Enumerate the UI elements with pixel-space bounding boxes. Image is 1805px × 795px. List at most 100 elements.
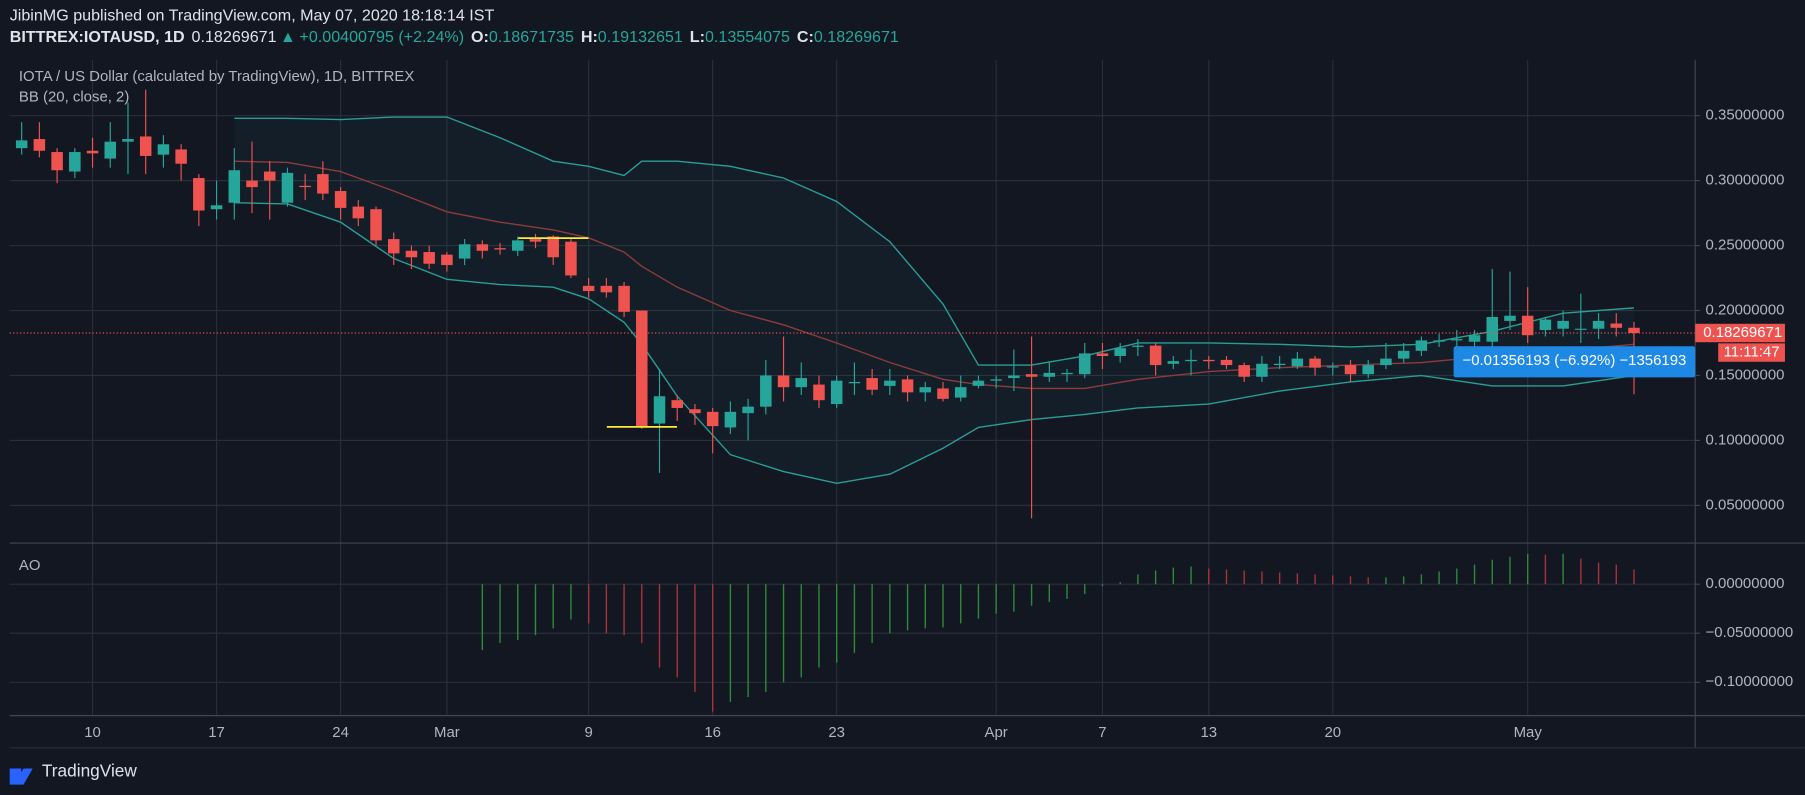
x-tick-label: 13 (1200, 724, 1217, 741)
candle-body (157, 144, 170, 155)
candle-body (1628, 327, 1640, 334)
arrow: ▲ (280, 28, 296, 46)
y-tick-label: 0.25000000 (1706, 237, 1785, 254)
y-tick-label: 0.10000000 (1706, 431, 1785, 448)
y-tick-label: 0.30000000 (1706, 172, 1785, 189)
ao-bar (977, 584, 980, 619)
ao-bar (1367, 577, 1369, 585)
candle-body (441, 254, 453, 266)
candle-body (1238, 365, 1250, 377)
ao-bar (1615, 564, 1617, 585)
candle-body (210, 205, 223, 210)
bb-legend: BB (20, close, 2) (19, 89, 129, 106)
ao-bar (1420, 574, 1423, 585)
candle-body (919, 387, 932, 393)
ao-bar (1509, 556, 1511, 585)
last-price-text: 0.18269671 (1703, 324, 1782, 341)
candle-body (1025, 374, 1038, 377)
candle-body (139, 136, 152, 156)
candle-body (848, 381, 861, 384)
h-value: 0.19132651 (598, 28, 683, 46)
c-value: 0.18269671 (814, 28, 899, 46)
y-tick-label: 0.15000000 (1706, 366, 1785, 383)
candle-body (228, 170, 241, 203)
symbol: BITTREX:IOTAUSD, 1D (10, 28, 185, 46)
ao-bar (1633, 569, 1635, 585)
ao-bar (1526, 553, 1529, 585)
candle-body (1291, 358, 1304, 367)
candle-body (1468, 335, 1481, 342)
ao-bar (1385, 577, 1387, 585)
ao-bar (1314, 574, 1316, 585)
ao-bar (605, 584, 608, 634)
candle-body (387, 239, 400, 254)
ao-bar (658, 584, 661, 668)
ao-bar (1208, 568, 1210, 585)
ao-bar (499, 584, 501, 644)
candle-body (618, 285, 630, 312)
ao-bar (1172, 567, 1175, 585)
countdown-box (1718, 343, 1785, 362)
candle-body (175, 149, 187, 164)
candle-body (1203, 359, 1215, 362)
candle-body (263, 171, 276, 181)
candle-body (1043, 372, 1056, 377)
candle-body (1096, 353, 1109, 356)
ao-bar (570, 584, 572, 620)
candle-body (954, 387, 967, 398)
candle-body (813, 384, 825, 401)
candle-body (122, 139, 134, 142)
ao-bar (765, 584, 767, 693)
candle-body (494, 248, 506, 250)
candle-body (884, 380, 896, 386)
ao-bar (1296, 573, 1299, 585)
ao-bar (623, 584, 625, 636)
c-label: C: (797, 28, 814, 46)
candle-body (1132, 345, 1144, 347)
band-lower (234, 202, 1635, 485)
ao-bar (871, 584, 873, 644)
candle-body (512, 240, 524, 251)
brand-name: TradingView (42, 761, 137, 781)
o-label: O: (471, 28, 489, 46)
ao-bar (1580, 558, 1582, 585)
candle-body (777, 375, 790, 388)
candle-body (1309, 358, 1321, 368)
ao-bar (481, 584, 484, 650)
countdown-text: 11:11:47 (1724, 344, 1780, 361)
ao-bar (1544, 554, 1547, 585)
ao-bar (1456, 568, 1458, 585)
ao-bar (782, 584, 785, 683)
band-middle (234, 160, 1635, 390)
ao-bar (1402, 576, 1405, 585)
ao-bar (694, 584, 696, 693)
l-value: 0.13554075 (705, 28, 790, 46)
candle-body (104, 141, 117, 159)
plot (9, 89, 1696, 712)
ao-bar (1349, 576, 1352, 585)
ao-bar (906, 584, 909, 631)
ao-bar (641, 584, 643, 644)
candle-body (281, 172, 294, 203)
candle-body (706, 411, 719, 427)
x-tick-label: 24 (332, 724, 349, 741)
candle-body (458, 244, 471, 259)
measure-tooltip (1453, 346, 1696, 378)
candle-body (370, 209, 382, 241)
candle-body (1504, 315, 1516, 321)
ao-y-tick-label: 0.00000000 (1706, 575, 1785, 592)
ao-bar (1243, 570, 1245, 585)
candle-body (1486, 317, 1499, 342)
ao-bar (1190, 566, 1192, 585)
ao-bar (942, 584, 944, 628)
band-upper (234, 116, 1635, 366)
ao-bar (1261, 571, 1263, 585)
candle-body (830, 380, 843, 405)
x-tick-label: 7 (1098, 724, 1106, 741)
y-tick-label: 0.35000000 (1706, 107, 1785, 124)
ao-bar (1278, 572, 1281, 585)
change: +0.00400795 (+2.24%) (299, 28, 464, 46)
candle-body (352, 206, 365, 219)
x-tick-label: 17 (208, 724, 225, 741)
